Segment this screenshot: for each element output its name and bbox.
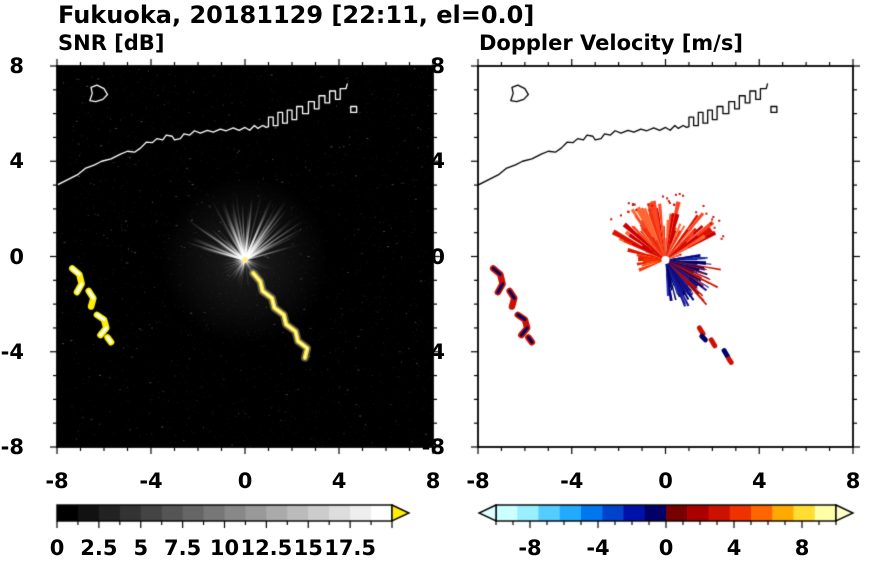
radar-plots-canvas xyxy=(0,0,870,570)
